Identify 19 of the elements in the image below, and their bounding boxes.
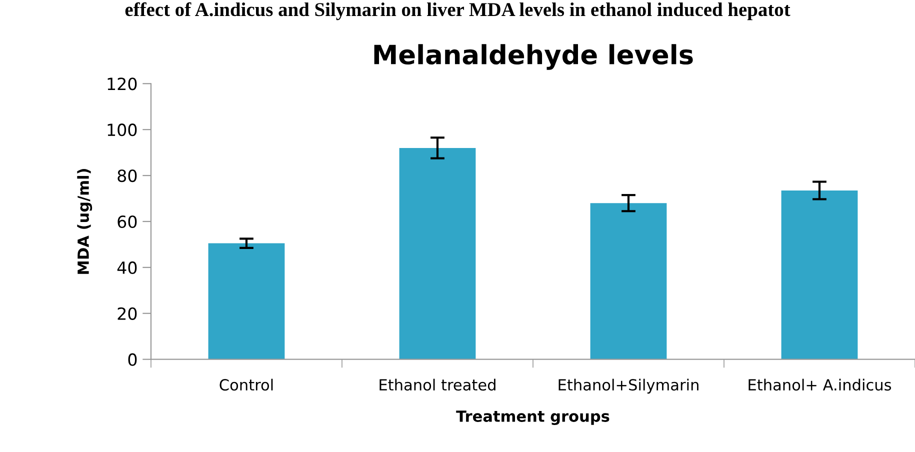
y-axis-title: MDA (ug/ml) [77,169,92,274]
text: effect of A.indicus and Silymarin on liver MDA levels in ethanol induced hepatot [125,2,790,20]
y-tick-label: 20 [118,307,137,320]
x-tick-label: Ethanol+ A.indicus [748,378,892,391]
x-tick-label: Control [220,378,273,391]
bar [208,243,285,360]
x-tick-label: Ethanol+Silymarin [558,378,698,394]
y-tick-label: 120 [108,78,137,90]
bar [590,203,667,360]
y-tick-label: 40 [117,261,137,274]
x-tick-label: Ethanol treated [380,378,496,391]
y-tick-label: 100 [108,124,137,136]
bar [781,190,858,360]
chart-title: Melanaldehyde levels [374,44,693,70]
y-tick-label: 0 [128,353,137,366]
y-tick-label: 80 [118,169,137,182]
bar [399,148,476,360]
y-tick-label: 60 [118,215,137,228]
x-axis-title: Treatment groups [456,410,610,426]
